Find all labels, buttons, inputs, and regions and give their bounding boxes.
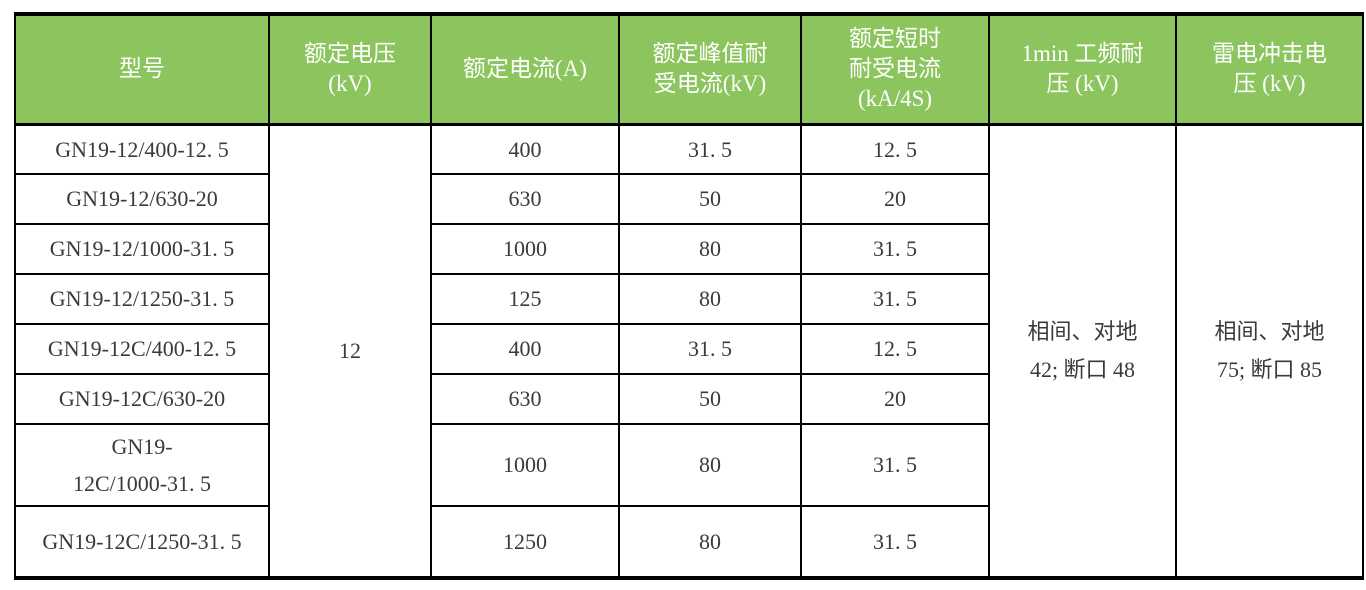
model-cell: GN19-12C/630-20 — [14, 373, 270, 425]
rated-current-cell: 400 — [430, 323, 620, 375]
lightning-impulse-voltage-merged-cell: 相间、对地 75; 断口 85 — [1175, 123, 1364, 579]
model-cell: GN19- 12C/1000-31. 5 — [14, 423, 270, 507]
table-body: GN19-12/400-12. 5 12 400 31. 5 12. 5 相间、对地 42… — [14, 123, 1364, 579]
model-cell: GN19-12/400-12. 5 — [14, 123, 270, 175]
table-row: GN19-12C/1250-31. 5 1250 80 31. 5 — [14, 505, 1363, 579]
table-row: GN19-12/400-12. 5 12 400 31. 5 12. 5 相间、对地 42… — [14, 123, 1364, 579]
rated-current-cell: 1000 — [430, 223, 620, 275]
column-header-power-frequency-voltage: 1min 工频耐 压 (kV) — [988, 13, 1177, 126]
short-time-withstand-current-cell: 31. 5 — [800, 223, 990, 275]
short-time-withstand-current-cell: 31. 5 — [800, 505, 990, 579]
model-cell: GN19-12/630-20 — [14, 173, 270, 225]
short-time-withstand-current-cell: 20 — [800, 173, 990, 225]
peak-withstand-current-cell: 80 — [618, 273, 802, 325]
header-row: 型号 额定电压 (kV) 额定电流(A) 额定峰值耐 受电流(kV) 额定短时 … — [14, 13, 1364, 126]
column-header-rated-voltage: 额定电压 (kV) — [268, 13, 432, 126]
table-row: GN19-12/630-20 630 50 20 — [14, 173, 1363, 225]
column-header-peak-withstand-current: 额定峰值耐 受电流(kV) — [618, 13, 802, 126]
column-header-model: 型号 — [14, 13, 270, 126]
rated-current-cell: 1000 — [430, 423, 620, 507]
table-header: 型号 额定电压 (kV) 额定电流(A) 额定峰值耐 受电流(kV) 额定短时 … — [14, 13, 1364, 126]
peak-withstand-current-cell: 31. 5 — [618, 323, 802, 375]
column-header-rated-current: 额定电流(A) — [430, 13, 620, 126]
rated-current-cell: 630 — [430, 173, 620, 225]
rated-voltage-merged-cell: 12 — [268, 123, 432, 579]
table-row: GN19-12/1000-31. 5 1000 80 31. 5 — [14, 223, 1363, 275]
short-time-withstand-current-cell: 12. 5 — [800, 323, 990, 375]
rated-current-cell: 630 — [430, 373, 620, 425]
table-row: GN19-12C/630-20 630 50 20 — [14, 373, 1363, 425]
column-header-short-time-withstand-current: 额定短时 耐受电流 (kA/4S) — [800, 13, 990, 126]
table-row: GN19-12/1250-31. 5 125 80 31. 5 — [14, 273, 1363, 325]
table-row: GN19- 12C/1000-31. 5 1000 80 31. 5 — [14, 423, 1363, 507]
peak-withstand-current-cell: 50 — [618, 373, 802, 425]
rated-current-cell: 1250 — [430, 505, 620, 579]
model-cell: GN19-12/1000-31. 5 — [14, 223, 270, 275]
spec-table: 型号 额定电压 (kV) 额定电流(A) 额定峰值耐 受电流(kV) 额定短时 … — [14, 12, 1364, 580]
short-time-withstand-current-cell: 12. 5 — [800, 123, 990, 175]
peak-withstand-current-cell: 80 — [618, 223, 802, 275]
rated-current-cell: 125 — [430, 273, 620, 325]
model-cell: GN19-12/1250-31. 5 — [14, 273, 270, 325]
table-row: GN19-12C/400-12. 5 400 31. 5 12. 5 — [14, 323, 1363, 375]
short-time-withstand-current-cell: 31. 5 — [800, 423, 990, 507]
short-time-withstand-current-cell: 31. 5 — [800, 273, 990, 325]
power-frequency-voltage-merged-cell: 相间、对地 42; 断口 48 — [988, 123, 1177, 579]
peak-withstand-current-cell: 50 — [618, 173, 802, 225]
model-cell: GN19-12C/1250-31. 5 — [14, 505, 270, 579]
peak-withstand-current-cell: 80 — [618, 423, 802, 507]
rated-current-cell: 400 — [430, 123, 620, 175]
column-header-lightning-impulse-voltage: 雷电冲击电 压 (kV) — [1175, 13, 1364, 126]
model-cell: GN19-12C/400-12. 5 — [14, 323, 270, 375]
peak-withstand-current-cell: 80 — [618, 505, 802, 579]
peak-withstand-current-cell: 31. 5 — [618, 123, 802, 175]
short-time-withstand-current-cell: 20 — [800, 373, 990, 425]
